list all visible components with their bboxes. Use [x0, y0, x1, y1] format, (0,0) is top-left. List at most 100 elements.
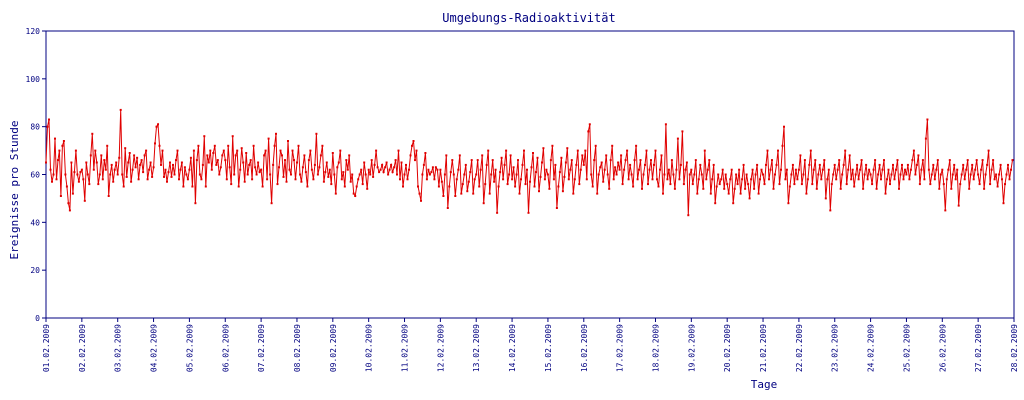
data-point [673, 187, 676, 190]
data-point [793, 183, 796, 186]
data-point [251, 178, 254, 181]
data-point [908, 178, 911, 181]
data-point [954, 178, 957, 181]
data-point [557, 185, 560, 188]
data-point [403, 173, 406, 176]
data-point [564, 161, 567, 164]
data-point [406, 178, 409, 181]
data-point [83, 199, 86, 202]
data-point [868, 168, 871, 171]
data-point [180, 161, 183, 164]
x-tick-label: 11.02.2009 [401, 324, 410, 372]
data-point [539, 175, 542, 178]
data-point [714, 202, 717, 205]
data-point [420, 199, 422, 202]
data-point [763, 183, 766, 186]
data-point [920, 168, 923, 171]
data-point [969, 173, 972, 176]
data-point [449, 171, 452, 174]
data-point [615, 173, 618, 176]
data-point [712, 163, 715, 166]
data-point [79, 171, 82, 174]
data-point [718, 183, 721, 186]
data-point [94, 149, 97, 152]
data-point [491, 159, 494, 162]
data-point [230, 183, 233, 186]
data-point [412, 140, 415, 142]
x-tick-label: 12.02.2009 [436, 324, 445, 372]
data-point [935, 168, 938, 171]
data-point [915, 163, 918, 166]
data-point [337, 161, 340, 164]
data-point [443, 173, 446, 176]
data-point [424, 152, 427, 154]
data-point [239, 168, 242, 171]
data-point [454, 195, 457, 197]
data-point [88, 183, 91, 186]
data-point [1001, 178, 1003, 181]
data-point [484, 183, 487, 186]
data-point [896, 159, 899, 162]
data-point [639, 159, 642, 162]
data-point [427, 168, 430, 171]
data-point [886, 178, 888, 181]
x-tick-label: 08.02.2009 [293, 324, 302, 372]
data-point [201, 163, 204, 166]
data-point [679, 163, 682, 166]
data-point [670, 159, 673, 162]
data-point [898, 187, 900, 190]
data-point [415, 149, 418, 152]
data-point [127, 161, 130, 164]
data-point [600, 161, 603, 164]
data-point [231, 135, 234, 138]
data-point [538, 190, 540, 193]
data-point [264, 149, 267, 152]
data-point [339, 149, 342, 152]
data-point [496, 211, 499, 214]
data-point [478, 185, 481, 188]
data-point [787, 202, 790, 205]
data-point [590, 173, 593, 176]
data-point [593, 159, 596, 162]
data-point [511, 178, 514, 181]
data-point [545, 168, 548, 171]
data-point [73, 171, 76, 174]
data-point [242, 161, 245, 164]
data-point [57, 159, 59, 162]
data-point [980, 168, 983, 171]
data-point [596, 192, 599, 195]
data-point [766, 149, 769, 152]
data-point [170, 175, 173, 178]
data-point [460, 192, 463, 195]
data-point [122, 185, 125, 188]
data-point [467, 180, 470, 183]
data-point [188, 168, 191, 171]
data-point [529, 180, 531, 183]
data-point [951, 173, 954, 176]
x-tick-label: 05.02.2009 [185, 324, 194, 372]
x-tick-label: 10.02.2009 [365, 324, 374, 372]
x-tick-label: 25.02.2009 [902, 324, 911, 372]
data-point [944, 209, 947, 212]
data-point [348, 154, 351, 157]
data-point [257, 161, 260, 164]
data-point [294, 178, 297, 181]
x-tick-label: 07.02.2009 [257, 324, 266, 372]
data-point [570, 159, 573, 162]
data-point [269, 173, 272, 176]
data-point [260, 168, 263, 171]
data-point [617, 161, 620, 164]
y-tick-label: 60 [30, 171, 40, 180]
data-point [805, 192, 808, 195]
data-point [476, 159, 479, 162]
data-point [417, 185, 419, 188]
data-point [635, 144, 638, 147]
data-point [487, 149, 490, 152]
data-point [699, 163, 702, 166]
data-point [373, 163, 376, 166]
data-point [759, 178, 761, 181]
data-point [768, 178, 770, 181]
data-point [179, 168, 182, 171]
data-point [146, 178, 149, 181]
data-point [431, 166, 434, 169]
